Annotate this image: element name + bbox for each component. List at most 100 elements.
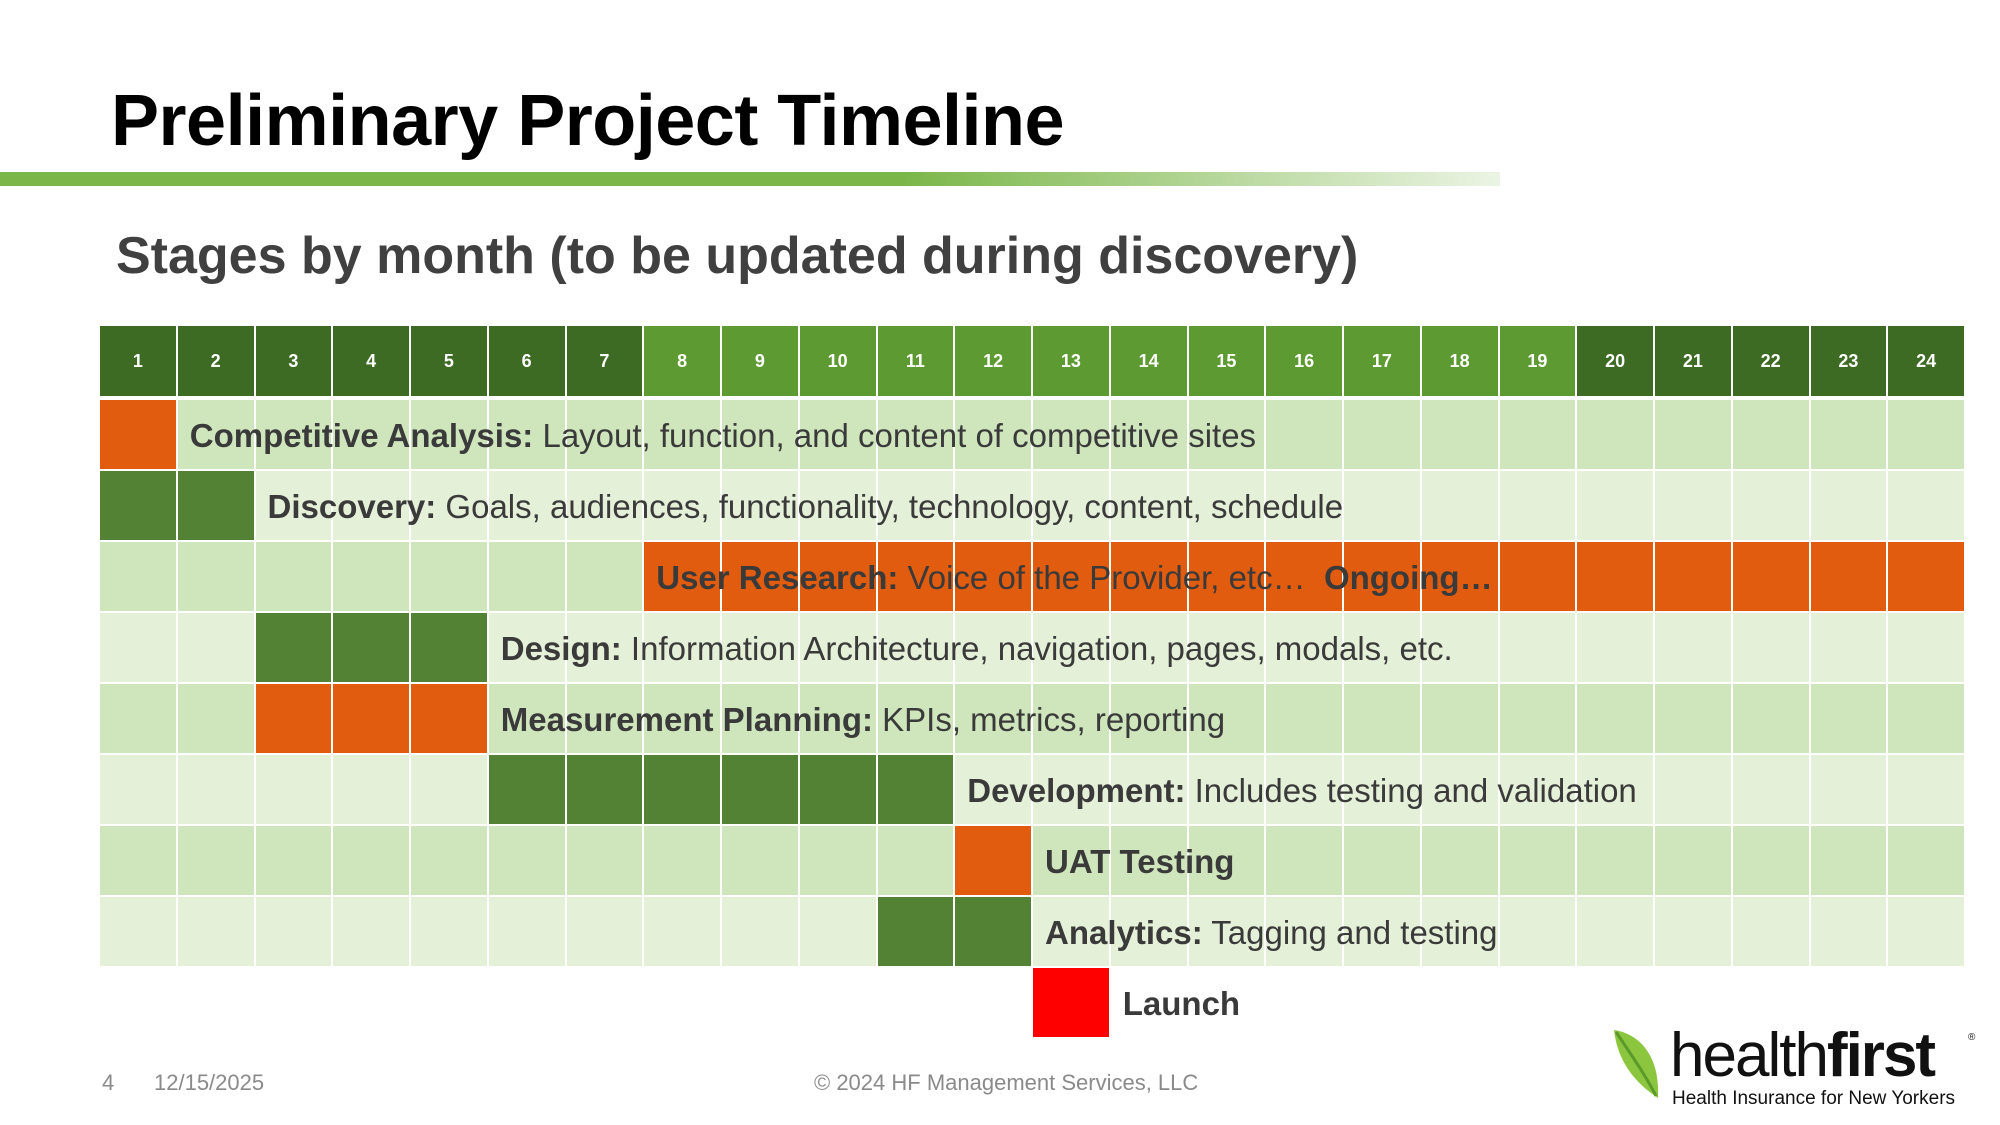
timeline-cell — [488, 613, 565, 682]
timeline-cell — [1033, 897, 1109, 966]
stage-label: Design: Information Architecture, naviga… — [501, 613, 1453, 684]
stage-bar-cell — [1344, 542, 1420, 611]
stage-label: Development: Includes testing and valida… — [967, 755, 1637, 826]
stage-extra: Ongoing… — [1323, 558, 1493, 596]
timeline-cell — [1577, 826, 1653, 895]
stage-bar-cell — [955, 826, 1031, 895]
timeline-cell — [1499, 826, 1576, 895]
timeline-cell — [722, 897, 798, 966]
timeline-cell — [1033, 684, 1109, 753]
stage-bar-cell — [566, 755, 643, 824]
timeline-cell — [799, 684, 876, 753]
timeline-cell — [177, 400, 254, 469]
timeline-cell — [877, 613, 954, 682]
stage-bar-cell — [411, 613, 487, 682]
timeline-cell — [1266, 826, 1342, 895]
stage-bar-cell — [488, 755, 565, 824]
timeline-cell — [1655, 826, 1731, 895]
timeline-cell — [1421, 400, 1498, 469]
stage-name: Analytics: — [1045, 913, 1203, 951]
stage-description: Goals, audiences, functionality, technol… — [436, 487, 1344, 525]
timeline-cell — [1577, 400, 1653, 469]
timeline-cell — [644, 400, 720, 469]
timeline-cell — [1732, 897, 1809, 966]
stage-bar-cell — [255, 684, 332, 753]
timeline-cell — [333, 897, 409, 966]
month-header-22: 22 — [1732, 326, 1809, 396]
timeline-cell — [566, 826, 643, 895]
timeline-cell — [1810, 684, 1887, 753]
month-header-8: 8 — [644, 326, 720, 396]
month-header-19: 19 — [1499, 326, 1576, 396]
timeline-cell — [1499, 400, 1576, 469]
stage-label: UAT Testing — [1045, 826, 1234, 897]
timeline-cell — [1266, 897, 1342, 966]
month-header-11: 11 — [877, 326, 954, 396]
stage-name: Discovery: — [267, 487, 437, 525]
stage-bar-cell — [799, 755, 876, 824]
timeline-cell — [1888, 400, 1964, 469]
timeline-cell — [1499, 684, 1576, 753]
stage-bar-cell — [1655, 542, 1731, 611]
stage-bar-cell — [877, 755, 954, 824]
timeline-cell — [255, 542, 332, 611]
timeline-cell — [566, 542, 643, 611]
month-header-6: 6 — [488, 326, 565, 396]
timeline-cell — [1655, 897, 1731, 966]
timeline-cell — [255, 755, 332, 824]
healthfirst-logo: healthfirst ® Health Insurance for New Y… — [1610, 1021, 1980, 1116]
timeline-cell — [644, 471, 720, 540]
footer-copyright: © 2024 HF Management Services, LLC — [814, 1070, 1199, 1095]
stage-bar-cell — [411, 684, 487, 753]
month-header-1: 1 — [100, 326, 176, 396]
timeline-cell — [1188, 684, 1265, 753]
stage-label: Competitive Analysis: Layout, function, … — [190, 400, 1256, 471]
timeline-cell — [411, 897, 487, 966]
stage-bar-cell — [1499, 542, 1576, 611]
stage-bar-cell — [333, 684, 409, 753]
timeline-cell — [488, 897, 565, 966]
timeline-cell — [1421, 471, 1498, 540]
timeline-cell — [1499, 755, 1576, 824]
stage-bar-cell — [255, 613, 332, 682]
stage-bar-cell — [1421, 542, 1498, 611]
timeline-cell — [255, 400, 332, 469]
timeline-cell — [955, 684, 1031, 753]
timeline-cell — [644, 613, 720, 682]
timeline-cell — [488, 826, 565, 895]
month-header-3: 3 — [255, 326, 332, 396]
month-header-20: 20 — [1577, 326, 1653, 396]
timeline-cell — [1810, 755, 1887, 824]
timeline-cell — [1033, 826, 1109, 895]
timeline-cell — [722, 400, 798, 469]
timeline-cell — [1888, 826, 1964, 895]
timeline-cell — [411, 826, 487, 895]
slide-subtitle: Stages by month (to be updated during di… — [116, 227, 1359, 285]
timeline-cell — [1421, 684, 1498, 753]
timeline-cell — [1421, 613, 1498, 682]
timeline-cell — [333, 471, 409, 540]
timeline-cell — [1888, 897, 1964, 966]
timeline-cell — [1577, 755, 1653, 824]
timeline-cell — [1033, 400, 1109, 469]
timeline-cell — [1655, 471, 1731, 540]
timeline-cell — [177, 542, 254, 611]
timeline-cell — [1499, 613, 1576, 682]
timeline-cell — [177, 897, 254, 966]
stage-bar-cell — [644, 542, 720, 611]
timeline-cell — [644, 826, 720, 895]
timeline-cell — [1888, 471, 1964, 540]
stage-bar-cell — [1577, 542, 1653, 611]
stage-bar-cell — [1033, 542, 1109, 611]
month-header-12: 12 — [955, 326, 1031, 396]
timeline-cell — [1655, 684, 1731, 753]
logo-word-bold: first — [1826, 1021, 1936, 1090]
timeline-cell — [255, 471, 332, 540]
timeline-cell — [955, 613, 1031, 682]
timeline-cell — [1033, 471, 1109, 540]
stage-name: Design: — [500, 629, 622, 667]
timeline-cell — [1655, 613, 1731, 682]
timeline-cell — [1266, 471, 1342, 540]
timeline-cell — [1577, 613, 1653, 682]
timeline-cell — [1110, 826, 1187, 895]
